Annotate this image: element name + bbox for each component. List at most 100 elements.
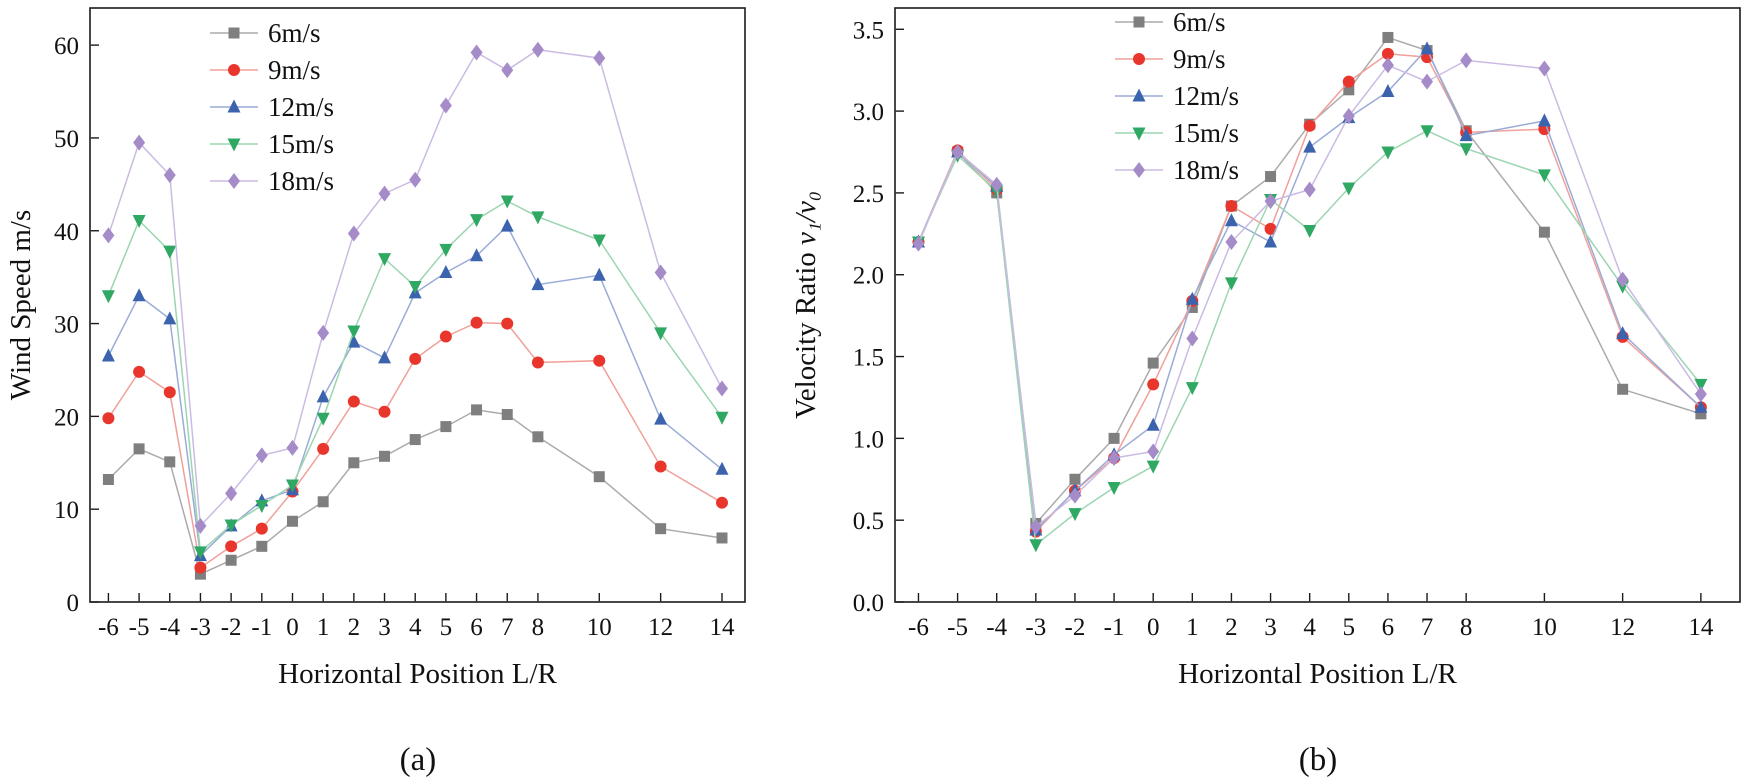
series-18m/s xyxy=(912,52,1707,535)
x-tick-label: 2 xyxy=(1225,614,1238,641)
y-tick-label: 0.0 xyxy=(853,590,884,617)
chart-panel-a: 0 10 20 30 40 50 60 -6 -5 -4 -3 -2 -1 0 1 2 3 4 5 6 7 8 10 12 14… xyxy=(0,0,780,779)
series-12m/s xyxy=(101,218,729,562)
x-tick-label: 12 xyxy=(1610,614,1635,641)
x-tick-label: 3 xyxy=(1264,614,1277,641)
x-tick-label: 7 xyxy=(501,614,514,641)
x-tick-label: 14 xyxy=(709,614,735,641)
series-line xyxy=(107,49,723,528)
series-line xyxy=(917,59,1702,529)
x-tick-label: -1 xyxy=(1104,614,1125,641)
series-9m/s xyxy=(912,47,1707,538)
legend-item-18m/s: 18m/s xyxy=(1115,155,1239,185)
legend-item-9m/s: 9m/s xyxy=(1115,44,1226,74)
y-axis-title: Wind Speed m/s xyxy=(5,210,37,401)
legend-label: 15m/s xyxy=(268,129,334,159)
series-6m/s xyxy=(912,31,1707,529)
plot-frame xyxy=(894,7,1741,603)
plot-frame xyxy=(89,7,746,603)
velocity-ratio-chart: 0.00.51.01.52.02.53.03.5-6 -5 -4 -3 -2 -1 0 1 2 3… xyxy=(790,7,1741,778)
y-tick-label: 1.5 xyxy=(853,345,884,372)
y-tick-label: 20 xyxy=(54,404,79,431)
series-12m/s xyxy=(911,41,1708,536)
legend-label: 6m/s xyxy=(1173,7,1226,37)
legend: 6m/s 9m/s 12m/s 15m/s 18m/s xyxy=(1115,7,1239,185)
y-tick-label: 60 xyxy=(54,33,79,60)
x-tick-label: -3 xyxy=(1025,614,1046,641)
x-tick-label: 6 xyxy=(470,614,483,641)
legend-item-18m/s: 18m/s xyxy=(210,166,334,196)
x-tick-label: -2 xyxy=(221,614,242,641)
caption-b: (b) xyxy=(1299,742,1337,778)
y-tick-label: 0 xyxy=(67,590,80,617)
x-tick-label: 0 xyxy=(1147,614,1160,641)
x-tick-label: -1 xyxy=(251,614,272,641)
chart-panel-b: 0.0 0.5 1.0 1.5 2.0 2.5 3.0 3.5 -6 -5 -4 -3 -2 -1 0 1 2 3… xyxy=(780,0,1751,779)
x-tick-label: 10 xyxy=(1532,614,1557,641)
x-tick-label: -4 xyxy=(159,614,180,641)
series-9m/s xyxy=(102,316,728,574)
legend: 6m/s 9m/s 12m/s 15m/s 18m/s xyxy=(210,18,334,196)
x-tick-label: 3 xyxy=(378,614,391,641)
x-tick-label: 10 xyxy=(587,614,612,641)
legend-item-15m/s: 15m/s xyxy=(1115,118,1239,148)
y-tick-label: 10 xyxy=(54,497,79,524)
x-tick-label: 8 xyxy=(1460,614,1473,641)
x-tick-label: 1 xyxy=(317,614,330,641)
legend-label: 9m/s xyxy=(268,55,321,85)
series-line xyxy=(107,409,723,576)
legend-label: 15m/s xyxy=(1173,118,1239,148)
x-axis: -6 -5 -4 -3 -2 -1 0 1 2 3 4 5 6 7 8 10 12 14 xyxy=(98,593,735,641)
y-tick-label: 0.5 xyxy=(853,508,884,535)
x-tick-label: 5 xyxy=(1343,614,1356,641)
legend-label: 18m/s xyxy=(1173,155,1239,185)
series-18m/s xyxy=(102,41,728,534)
caption-a: (a) xyxy=(400,742,437,778)
y-axis: 0 10 20 30 40 50 60 xyxy=(54,33,99,617)
x-tick-label: -5 xyxy=(129,614,150,641)
legend-label: 18m/s xyxy=(268,166,334,196)
legend-item-12m/s: 12m/s xyxy=(210,92,334,122)
x-tick-label: -3 xyxy=(190,614,211,641)
x-tick-label: 4 xyxy=(409,614,422,641)
x-tick-label: 4 xyxy=(1303,614,1316,641)
x-tick-label: -5 xyxy=(947,614,968,641)
y-tick-label: 50 xyxy=(54,126,79,153)
y-axis: 0.0 0.5 1.0 1.5 2.0 2.5 3.0 3.5 xyxy=(853,17,904,617)
legend-item-6m/s: 6m/s xyxy=(1115,7,1226,37)
legend-item-9m/s: 9m/s xyxy=(210,55,321,85)
x-tick-label: 6 xyxy=(1382,614,1395,641)
series-line xyxy=(107,224,723,558)
x-tick-label: 8 xyxy=(532,614,545,641)
x-tick-label: 2 xyxy=(348,614,361,641)
x-tick-label: -6 xyxy=(98,614,119,641)
legend-label: 12m/s xyxy=(268,92,334,122)
y-axis-title: Velocity Ratio v₁/v₀ xyxy=(790,191,822,419)
legend-label: 9m/s xyxy=(1173,44,1226,74)
y-tick-label: 3.5 xyxy=(853,17,884,44)
series-line xyxy=(107,321,723,569)
y-tick-label: 30 xyxy=(54,312,79,339)
series-line xyxy=(917,36,1702,526)
y-tick-label: 1.0 xyxy=(853,426,884,453)
x-tick-label: -6 xyxy=(908,614,929,641)
series-15m/s xyxy=(101,195,729,560)
x-axis: -6 -5 -4 -3 -2 -1 0 1 2 3 4 5 6 7 8 10 12 14 xyxy=(908,593,1714,641)
x-tick-label: 0 xyxy=(286,614,299,641)
legend-item-6m/s: 6m/s xyxy=(210,18,321,48)
x-tick-label: 14 xyxy=(1688,614,1714,641)
y-tick-label: 3.0 xyxy=(853,99,884,126)
x-axis-title: Horizontal Position L/R xyxy=(1178,658,1457,690)
x-tick-label: 1 xyxy=(1186,614,1199,641)
x-tick-label: -4 xyxy=(986,614,1007,641)
series-6m/s xyxy=(102,404,728,580)
x-tick-label: 5 xyxy=(440,614,453,641)
y-tick-label: 2.5 xyxy=(853,181,884,208)
series-line xyxy=(107,200,723,554)
legend-label: 6m/s xyxy=(268,18,321,48)
legend-item-12m/s: 12m/s xyxy=(1115,81,1239,111)
y-tick-label: 40 xyxy=(54,219,79,246)
x-tick-label: 7 xyxy=(1421,614,1434,641)
x-axis-title: Horizontal Position L/R xyxy=(278,658,557,690)
